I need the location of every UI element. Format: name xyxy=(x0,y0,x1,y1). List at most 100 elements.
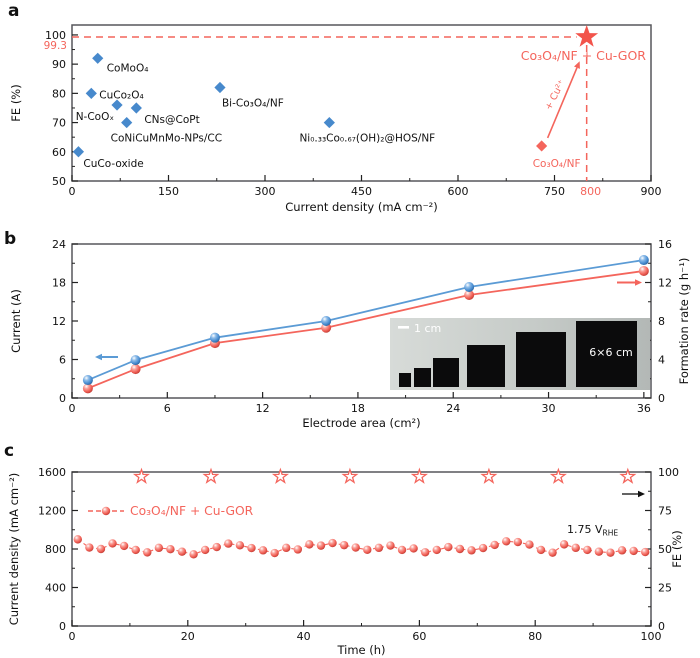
electrode-square xyxy=(576,321,637,387)
sphere-marker xyxy=(374,543,384,553)
catalyst-label: N-CoOₓ xyxy=(76,111,115,123)
y-tick-label: 80 xyxy=(52,87,66,100)
fe-star-marker xyxy=(341,467,359,484)
x-tick-label: 600 xyxy=(448,185,469,198)
sphere-marker xyxy=(130,355,141,366)
sphere-marker xyxy=(478,543,488,553)
arrow-head xyxy=(574,61,580,69)
y-right-tick-label: 100 xyxy=(658,466,679,479)
x-tick-label: 900 xyxy=(641,185,662,198)
sphere-marker xyxy=(85,543,94,552)
sphere-marker xyxy=(548,548,557,557)
y-tick-label: 60 xyxy=(52,146,66,159)
catalyst-point xyxy=(72,146,85,158)
sphere-marker xyxy=(629,546,638,556)
y-axis-title: FE (%) xyxy=(9,84,23,121)
y-right-axis-title: FE (%) xyxy=(670,530,684,567)
electrode-square xyxy=(414,368,431,387)
fe-star-marker xyxy=(202,467,220,484)
scale-bar xyxy=(398,326,409,329)
sphere-marker xyxy=(386,541,395,550)
sphere-marker xyxy=(282,543,291,553)
sphere-marker xyxy=(130,364,141,375)
y-left-tick-label: 6 xyxy=(59,354,66,367)
sphere-marker xyxy=(177,547,187,556)
x-tick-label: 18 xyxy=(351,402,365,415)
sphere-marker xyxy=(258,546,268,555)
x-axis-title: Current density (mA cm⁻²) xyxy=(285,200,438,214)
y-tick-label: 70 xyxy=(52,117,66,130)
y-left-tick-label: 18 xyxy=(52,277,66,290)
y-left-tick-label: 1600 xyxy=(38,466,66,479)
sphere-marker xyxy=(525,540,534,549)
sphere-marker xyxy=(409,544,418,553)
sphere-marker xyxy=(464,281,475,292)
y-left-axis-title: Current (A) xyxy=(9,289,23,353)
y-right-tick-label: 0 xyxy=(658,392,665,405)
y-right-tick-label: 25 xyxy=(658,582,672,595)
catalyst-label: CuCo-oxide xyxy=(83,158,143,170)
sphere-marker xyxy=(571,543,580,553)
x-tick-label: 0 xyxy=(69,402,76,415)
sphere-marker xyxy=(617,546,627,555)
sphere-marker xyxy=(73,535,82,544)
sphere-marker xyxy=(321,316,332,326)
sphere-marker xyxy=(166,544,175,554)
fe-star-marker xyxy=(549,467,567,484)
sphere-marker xyxy=(594,547,604,556)
sphere-marker xyxy=(397,545,407,555)
x-tick-label: 6 xyxy=(164,402,171,415)
panel-b-letter: b xyxy=(4,229,17,249)
electrode-square xyxy=(399,373,411,387)
catalyst-point xyxy=(323,116,335,129)
sphere-marker xyxy=(247,543,256,553)
sphere-marker xyxy=(351,543,360,552)
legend-label: Co₃O₄/NF + Cu-GOR xyxy=(130,504,254,518)
x-tick-label: 150 xyxy=(158,185,179,198)
sphere-marker xyxy=(189,550,198,559)
sphere-marker xyxy=(339,540,349,550)
sphere-marker xyxy=(455,544,465,554)
sphere-marker xyxy=(209,332,220,343)
sphere-marker xyxy=(536,545,546,555)
sphere-marker xyxy=(606,548,615,557)
sphere-marker xyxy=(154,543,164,553)
panel-a-letter: a xyxy=(8,1,20,21)
sphere-marker xyxy=(444,542,453,552)
x-tick-label: 60 xyxy=(412,630,426,643)
electrode-size-label: 6×6 cm xyxy=(589,346,632,359)
sphere-marker xyxy=(490,540,499,550)
star-label: Co₃O₄/NF + Cu-GOR xyxy=(521,48,647,63)
sphere-marker xyxy=(270,548,279,558)
fe-star-marker xyxy=(410,467,429,484)
sphere-marker xyxy=(293,545,303,554)
sphere-marker xyxy=(119,541,129,551)
sphere-marker xyxy=(432,545,441,555)
y-left-tick-label: 0 xyxy=(59,392,66,405)
x-tick-label: 40 xyxy=(297,630,311,643)
catalyst-label: Ni₀.₃₃Co₀.₆₇(OH)₂@HOS/NF xyxy=(299,133,435,145)
sphere-marker xyxy=(328,538,337,548)
sphere-marker xyxy=(224,539,233,548)
y-right-tick-label: 4 xyxy=(658,354,665,367)
y-tick-label: 50 xyxy=(52,175,66,188)
fe-star-marker xyxy=(480,467,498,484)
x-tick-label: 12 xyxy=(256,402,270,415)
x-tick-label: 36 xyxy=(637,402,651,415)
sphere-marker xyxy=(101,506,111,516)
star-marker xyxy=(575,25,599,47)
co3o4-nf-label: Co₃O₄/NF xyxy=(533,158,581,170)
electrode-photo-inset: 1 cm 6×6 cm xyxy=(390,318,650,390)
x-tick-label: 0 xyxy=(69,630,76,643)
fe-star-marker xyxy=(619,467,637,484)
scale-bar-label: 1 cm xyxy=(414,322,441,335)
catalyst-point xyxy=(111,99,123,111)
sphere-marker xyxy=(513,537,523,547)
co3o4-nf-point xyxy=(536,140,548,152)
y-tick-label: 90 xyxy=(52,58,66,71)
sphere-marker xyxy=(363,545,372,554)
catalyst-point xyxy=(85,87,97,99)
x-tick-label: 100 xyxy=(641,630,662,643)
y-tick-label: 100 xyxy=(45,29,66,42)
